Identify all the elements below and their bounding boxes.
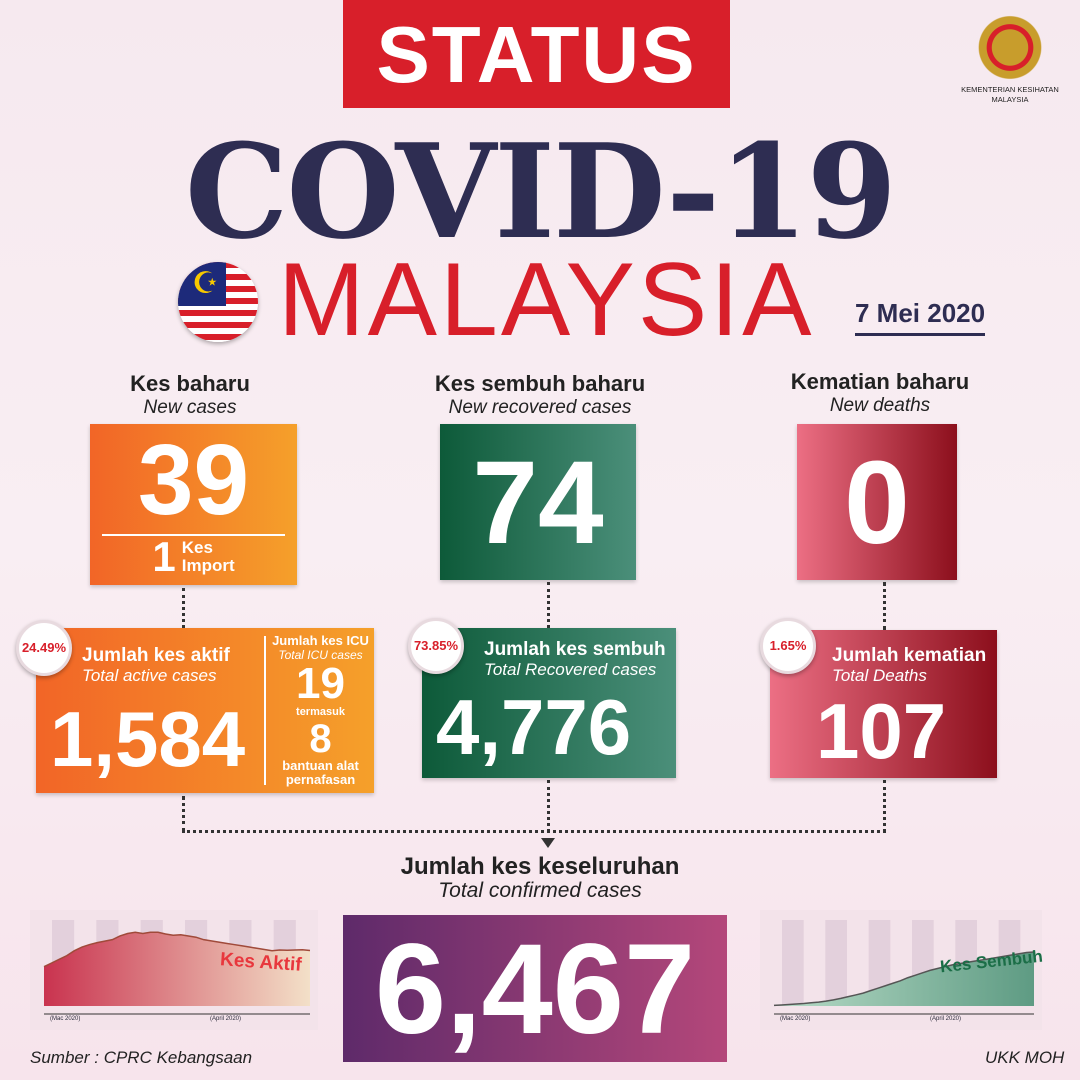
new-deaths-label-en: New deaths: [829, 395, 931, 416]
ventilator-label: bantuan alat pernafasan: [282, 758, 359, 787]
recovered-mini-chart: Kes Sembuh (Mac 2020) (April 2020): [760, 910, 1044, 1030]
new-deaths-heading: Kematian baharu New deaths: [740, 370, 1020, 418]
recovered-series-area: [774, 951, 1034, 1006]
active-pct-badge: 24.49%: [16, 620, 72, 676]
recovered-chart-svg: [773, 920, 1035, 1015]
country-title: MALAYSIA: [278, 242, 815, 358]
total-heading: Jumlah kes keseluruhan Total confirmed ca…: [340, 855, 740, 903]
chart-band: [825, 920, 847, 1006]
credit-text: UKK MOH: [985, 1048, 1065, 1067]
connector: [182, 588, 185, 628]
coat-of-arms-icon: [975, 10, 1045, 85]
new-recovered-heading: Kes sembuh baharu New recovered cases: [380, 372, 700, 420]
recovered-card: Jumlah kes sembuh Total Recovered cases 4…: [422, 628, 676, 778]
new-cases-label: Kes baharu: [130, 371, 250, 396]
new-cases-card: 39 1 Kes Import: [90, 424, 297, 585]
source-text: Sumber : CPRC Kebangsaan: [30, 1048, 253, 1067]
connector: [883, 582, 886, 630]
status-banner: STATUS: [343, 0, 730, 108]
deaths-label: Jumlah kematian: [832, 645, 987, 666]
new-cases-label-en: New cases: [143, 397, 237, 418]
total-label-en: Total confirmed cases: [438, 879, 642, 902]
active-label-group: Jumlah kes aktif Total active cases: [82, 646, 230, 686]
import-label: Kes: [181, 538, 213, 557]
new-recovered-label: Kes sembuh baharu: [434, 371, 646, 396]
connector: [883, 780, 886, 832]
connector: [182, 796, 185, 832]
icu-value: 19: [296, 659, 345, 708]
import-cases-value: 1: [152, 533, 176, 580]
active-cases-card: Jumlah kes aktif Total active cases 1,584…: [36, 628, 374, 793]
icu-label-en: Total ICU cases: [278, 648, 363, 662]
connector: [547, 582, 550, 628]
connector: [182, 830, 886, 833]
arrow-down-icon: [541, 838, 555, 848]
active-value: 1,584: [50, 695, 246, 783]
report-date: 7 Mei 2020: [855, 298, 986, 336]
chart-band: [868, 920, 891, 1006]
active-series-line: [43, 931, 311, 968]
total-label: Jumlah kes keseluruhan: [400, 853, 680, 880]
active-mini-chart: Kes Aktif (Mac 2020) (April 2020): [30, 910, 318, 1030]
deaths-label-group: Jumlah kematian Total Deaths: [832, 646, 986, 686]
ventilator-value: 8: [309, 717, 332, 761]
active-chart-svg: [43, 920, 311, 1015]
new-recovered-value: 74: [472, 437, 604, 569]
month-label: (Mac 2020): [50, 1016, 81, 1022]
deaths-value: 107: [816, 687, 947, 775]
ministry-logo: KEMENTERIAN KESIHATAN MALAYSIA: [960, 10, 1060, 105]
recovered-label-en: Total Recovered cases: [484, 660, 657, 679]
new-cases-value: 39: [137, 424, 250, 536]
new-deaths-value: 0: [844, 437, 910, 569]
month-label: (April 2020): [930, 1016, 962, 1022]
recovered-label-group: Jumlah kes sembuh Total Recovered cases: [484, 640, 666, 680]
divider: [264, 636, 266, 785]
page-title: COVID-19: [184, 115, 897, 268]
active-series-area: [44, 932, 310, 1006]
new-cases-heading: Kes baharu New cases: [70, 372, 310, 420]
icu-including: termasuk: [296, 706, 345, 718]
icu-label: Jumlah kes ICU: [272, 633, 369, 648]
month-label: (April 2020): [210, 1016, 242, 1022]
deaths-label-en: Total Deaths: [832, 666, 927, 685]
deaths-pct-badge: 1.65%: [760, 618, 816, 674]
recovered-value: 4,776: [436, 683, 632, 771]
recovered-label: Jumlah kes sembuh: [484, 639, 666, 660]
icu-section: Jumlah kes ICU Total ICU cases 19 termas…: [267, 633, 374, 787]
malaysia-flag-icon: ☪: [178, 262, 258, 342]
total-value: 6,467: [343, 915, 727, 1062]
active-label: Jumlah kes aktif: [82, 645, 230, 666]
month-label: (Mac 2020): [780, 1016, 811, 1022]
new-recovered-label-en: New recovered cases: [448, 397, 632, 418]
active-label-en: Total active cases: [82, 666, 217, 685]
ministry-name: KEMENTERIAN KESIHATAN MALAYSIA: [961, 85, 1059, 104]
recovered-series-line: [773, 951, 1035, 1007]
new-deaths-card: 0: [797, 424, 957, 580]
import-label-2: Import: [181, 556, 235, 575]
chart-band: [782, 920, 804, 1006]
new-recovered-card: 74: [440, 424, 636, 580]
recovered-pct-badge: 73.85%: [408, 618, 464, 674]
new-deaths-label: Kematian baharu: [790, 369, 970, 394]
connector: [547, 780, 550, 832]
